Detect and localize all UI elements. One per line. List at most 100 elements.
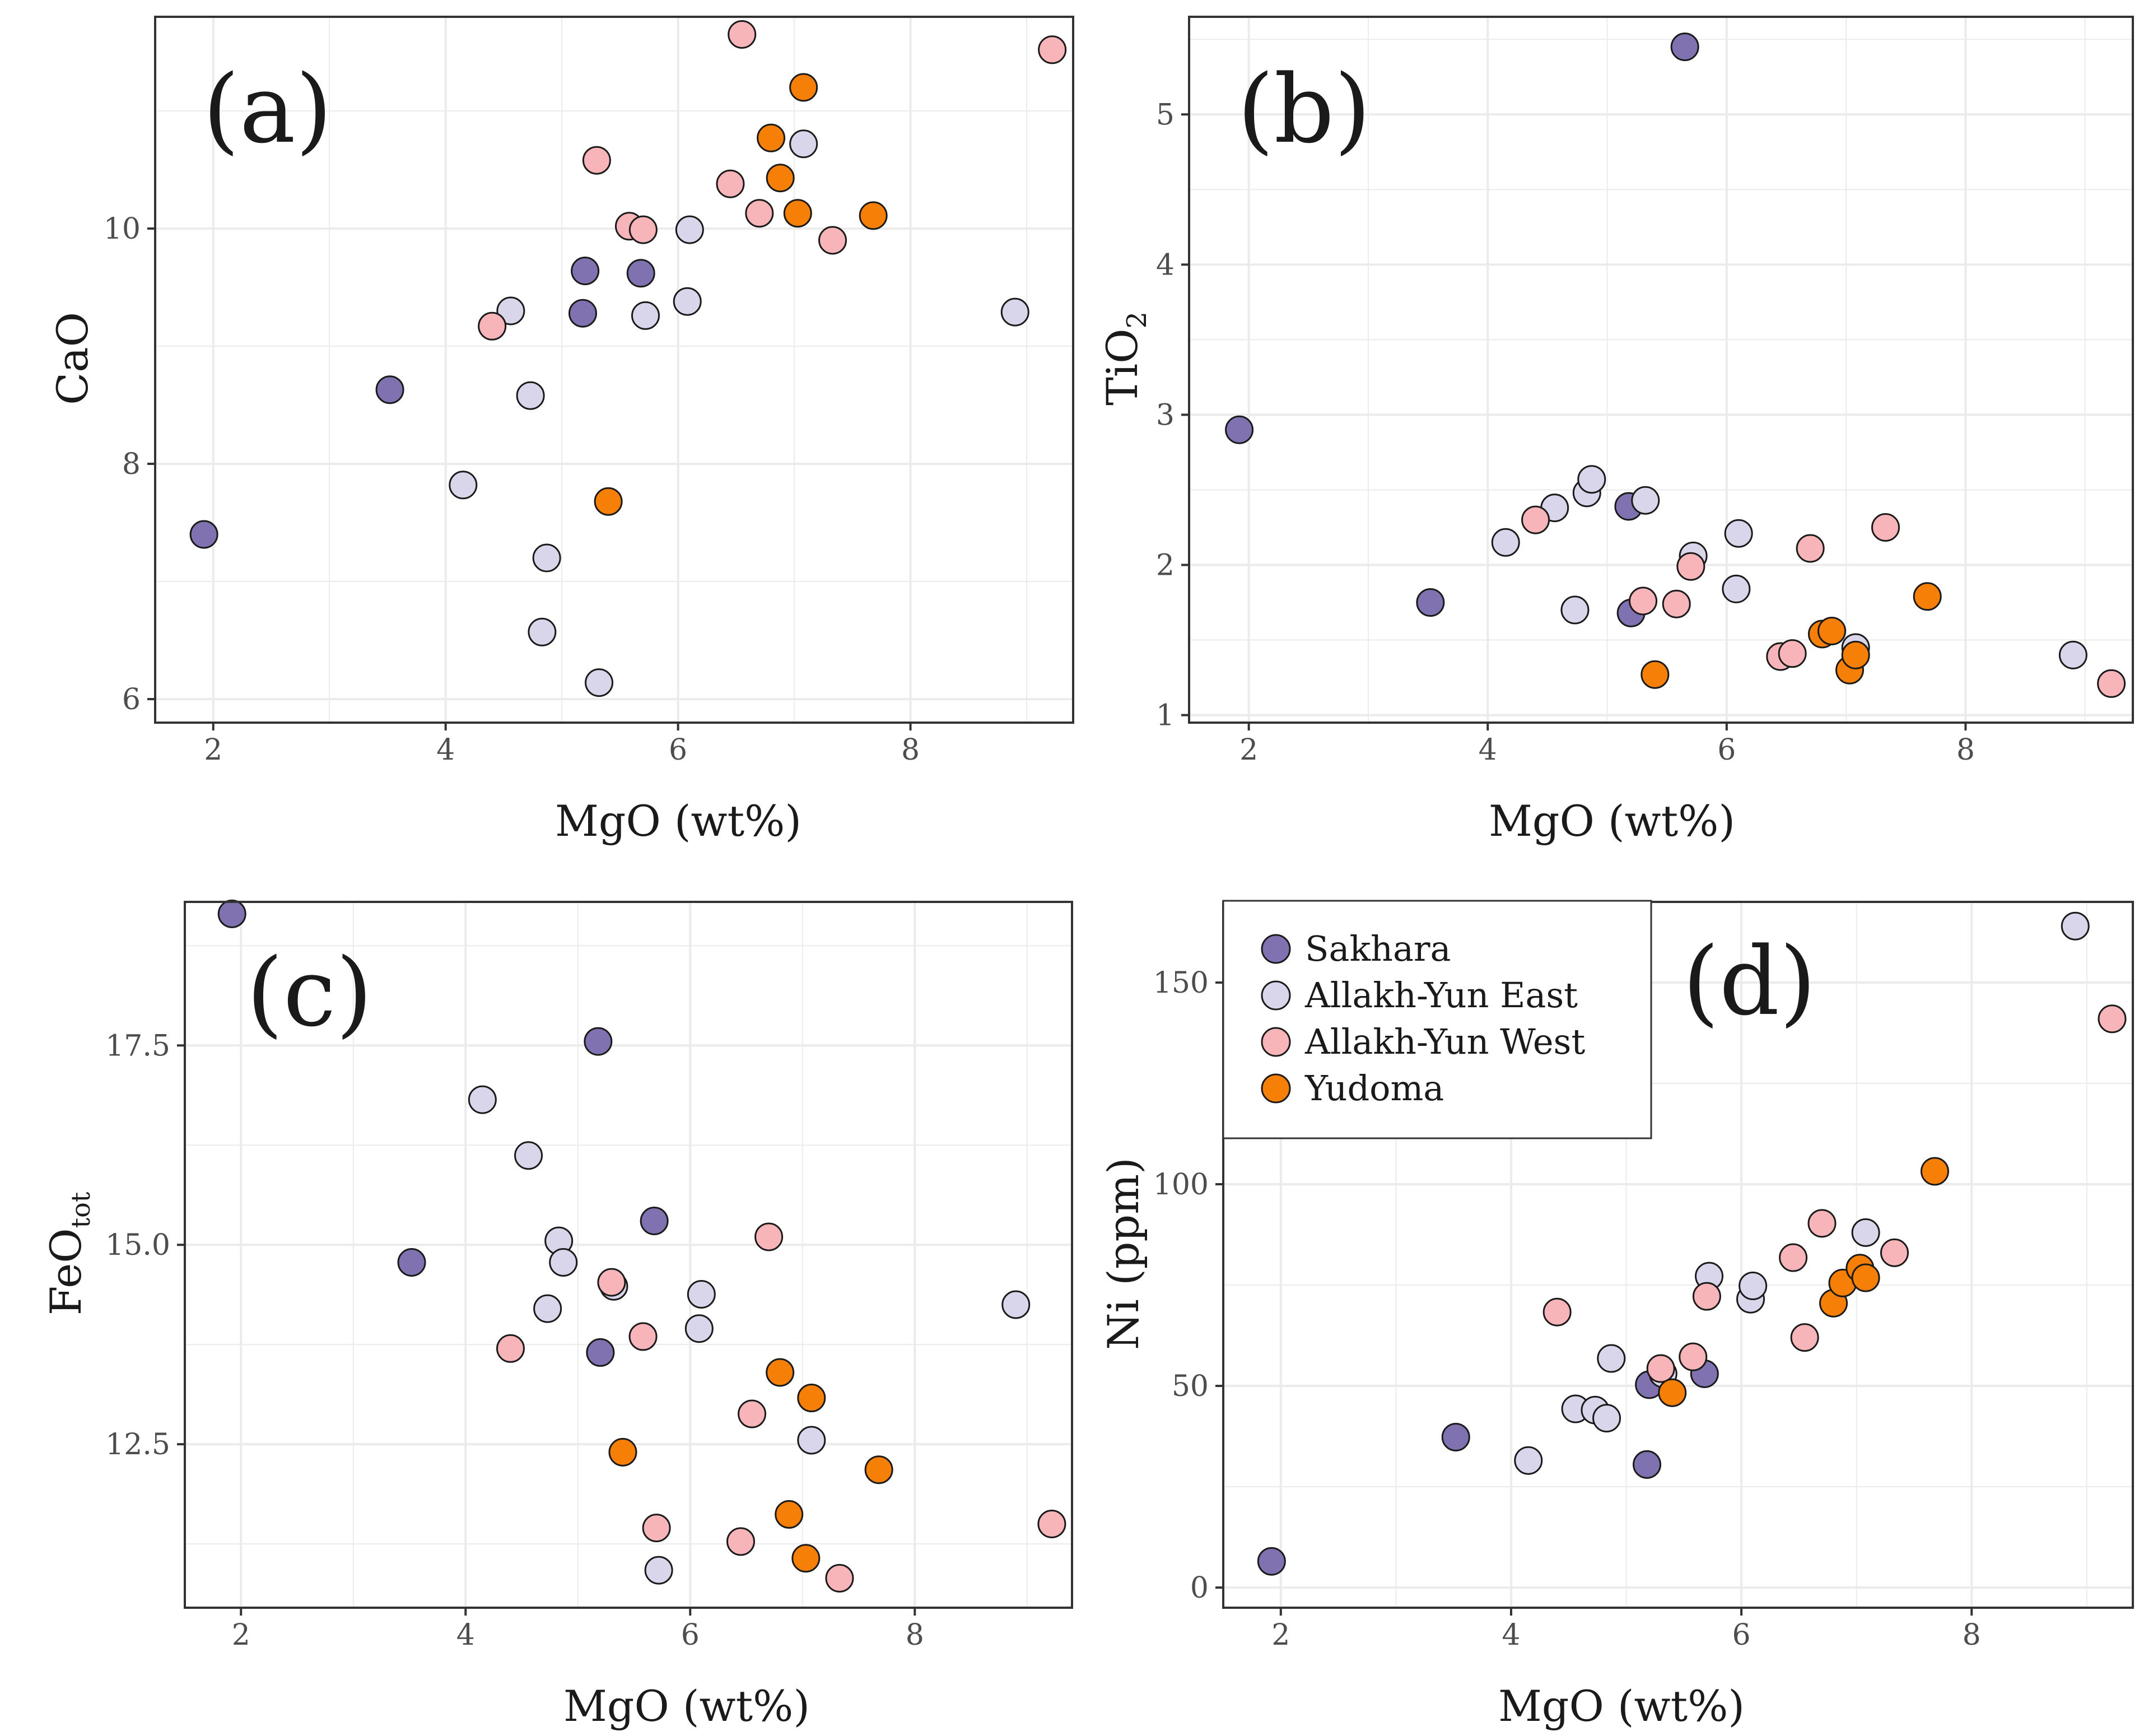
y-tick-label: 15.0	[105, 1228, 170, 1262]
y-tick-label: 8	[122, 448, 141, 481]
point-yudoma	[797, 1384, 826, 1413]
point-allakh-yun-west	[728, 20, 757, 49]
point-allakh-yun-east	[675, 215, 704, 244]
point-allakh-yun-east	[687, 1279, 716, 1309]
legend-item-sakhara: Sakhara	[1261, 928, 1451, 969]
point-allakh-yun-west	[726, 1527, 756, 1556]
panel-d: 2 4 6 8 0 50 100 150 (d) MgO (wt%) Ni (ppm) Sak…	[1098, 900, 2134, 1731]
panel-a-y-axis-title: CaO	[48, 312, 97, 405]
point-allakh-yun-east	[496, 296, 525, 325]
panel-b-y-axis-title: TiO2	[1097, 311, 1153, 406]
point-yudoma	[791, 1544, 821, 1573]
panel-d-points	[1257, 911, 2127, 1576]
y-tick-label: 1	[1156, 699, 1175, 733]
panel-c: 2 4 6 8 12.5 15.0 17.5 (c) MgO (wt%) FeOtot	[41, 899, 1073, 1731]
x-tick-label: 6	[1717, 733, 1736, 767]
point-sakhara	[571, 257, 600, 286]
point-allakh-yun-east	[1597, 1344, 1626, 1373]
x-tick-label: 4	[436, 733, 455, 767]
x-tick-label: 8	[906, 1618, 924, 1652]
y-tick-label: 10	[104, 212, 141, 246]
point-yudoma	[1641, 660, 1670, 689]
y-tick-label: 6	[122, 683, 141, 716]
point-allakh-yun-east	[532, 543, 561, 573]
panel-d-y-axis-title: Ni (ppm)	[1098, 1157, 1148, 1350]
point-allakh-yun-west	[1790, 1323, 1819, 1352]
legend-label-yudoma: Yudoma	[1304, 1068, 1444, 1109]
point-allakh-yun-west	[642, 1514, 671, 1543]
point-yudoma	[766, 1358, 795, 1387]
x-tick-label: 8	[1963, 1618, 1981, 1652]
point-allakh-yun-east	[2061, 911, 2090, 941]
y-tick-label: 12.5	[105, 1428, 170, 1462]
point-allakh-yun-west	[582, 146, 611, 175]
legend-label-sakhara: Sakhara	[1305, 928, 1451, 969]
point-allakh-yun-west	[754, 1222, 784, 1251]
point-yudoma	[775, 1500, 804, 1529]
x-tick-label: 6	[681, 1618, 700, 1652]
point-allakh-yun-east	[789, 129, 818, 159]
panel-c-points	[217, 899, 1066, 1593]
point-allakh-yun-west	[716, 169, 745, 198]
point-allakh-yun-west	[1629, 587, 1658, 616]
point-allakh-yun-west	[496, 1334, 525, 1363]
panel-b-y-title-sub: 2	[1121, 311, 1153, 329]
point-allakh-yun-east	[1000, 297, 1029, 327]
y-tick-label: 3	[1156, 398, 1175, 432]
point-allakh-yun-west	[1692, 1282, 1721, 1311]
point-allakh-yun-west	[478, 311, 507, 341]
panel-a-frame	[154, 16, 1074, 724]
panel-c-tag: (c)	[246, 938, 372, 1048]
legend-swatch-allakh-yun-east	[1261, 980, 1291, 1011]
point-allakh-yun-east	[449, 471, 478, 500]
point-yudoma	[757, 123, 786, 152]
point-sakhara	[1441, 1422, 1470, 1451]
point-allakh-yun-east	[1724, 519, 1753, 548]
point-yudoma	[766, 164, 795, 193]
y-tick-label: 50	[1172, 1370, 1209, 1403]
panel-a: 2 4 6 8 6 8 10 (a) MgO (wt%) CaO	[48, 16, 1074, 846]
point-allakh-yun-east	[585, 668, 614, 697]
point-sakhara	[640, 1206, 669, 1235]
panel-c-frame	[184, 901, 1073, 1609]
point-allakh-yun-west	[1521, 505, 1550, 534]
point-sakhara	[586, 1338, 615, 1367]
point-yudoma	[1913, 582, 1942, 611]
point-yudoma	[789, 73, 818, 102]
legend-item-yudoma: Yudoma	[1261, 1068, 1444, 1109]
point-yudoma	[859, 201, 888, 230]
x-tick-label: 4	[456, 1618, 475, 1652]
panel-d-frame	[1222, 901, 2134, 1609]
point-yudoma	[864, 1455, 893, 1484]
point-allakh-yun-west	[1662, 589, 1691, 618]
x-tick-label: 4	[1479, 733, 1497, 767]
point-allakh-yun-west	[2098, 1004, 2127, 1034]
panel-c-x-axis-title: MgO (wt%)	[563, 1681, 810, 1731]
point-allakh-yun-west	[1778, 639, 1807, 668]
x-tick-label: 6	[669, 733, 687, 767]
y-tick-label: 5	[1156, 98, 1175, 132]
point-allakh-yun-west	[738, 1399, 767, 1428]
y-tick-label: 150	[1153, 966, 1209, 1000]
legend: Sakhara Allakh-Yun East Allakh-Yun West …	[1222, 900, 1652, 1139]
legend-swatch-sakhara	[1261, 934, 1291, 964]
point-allakh-yun-west	[597, 1268, 626, 1297]
x-tick-label: 8	[1956, 733, 1975, 767]
point-allakh-yun-east	[2058, 640, 2087, 669]
y-tick-label: 17.5	[105, 1029, 170, 1063]
point-sakhara	[1225, 415, 1254, 444]
legend-swatch-yudoma	[1261, 1073, 1291, 1104]
point-sakhara	[1670, 32, 1699, 62]
point-sakhara	[584, 1027, 613, 1056]
x-tick-label: 8	[901, 733, 920, 767]
panel-b-x-axis-title: MgO (wt%)	[1489, 796, 1735, 846]
legend-box	[1222, 900, 1652, 1139]
panel-c-ticks: 2 4 6 8 12.5 15.0 17.5	[105, 1029, 924, 1652]
panel-b-tag: (b)	[1237, 54, 1371, 164]
x-tick-label: 6	[1732, 1618, 1751, 1652]
point-allakh-yun-west	[1038, 35, 1067, 64]
point-allakh-yun-east	[1577, 465, 1606, 494]
panel-a-ticks: 2 4 6 8 6 8 10	[104, 212, 920, 767]
